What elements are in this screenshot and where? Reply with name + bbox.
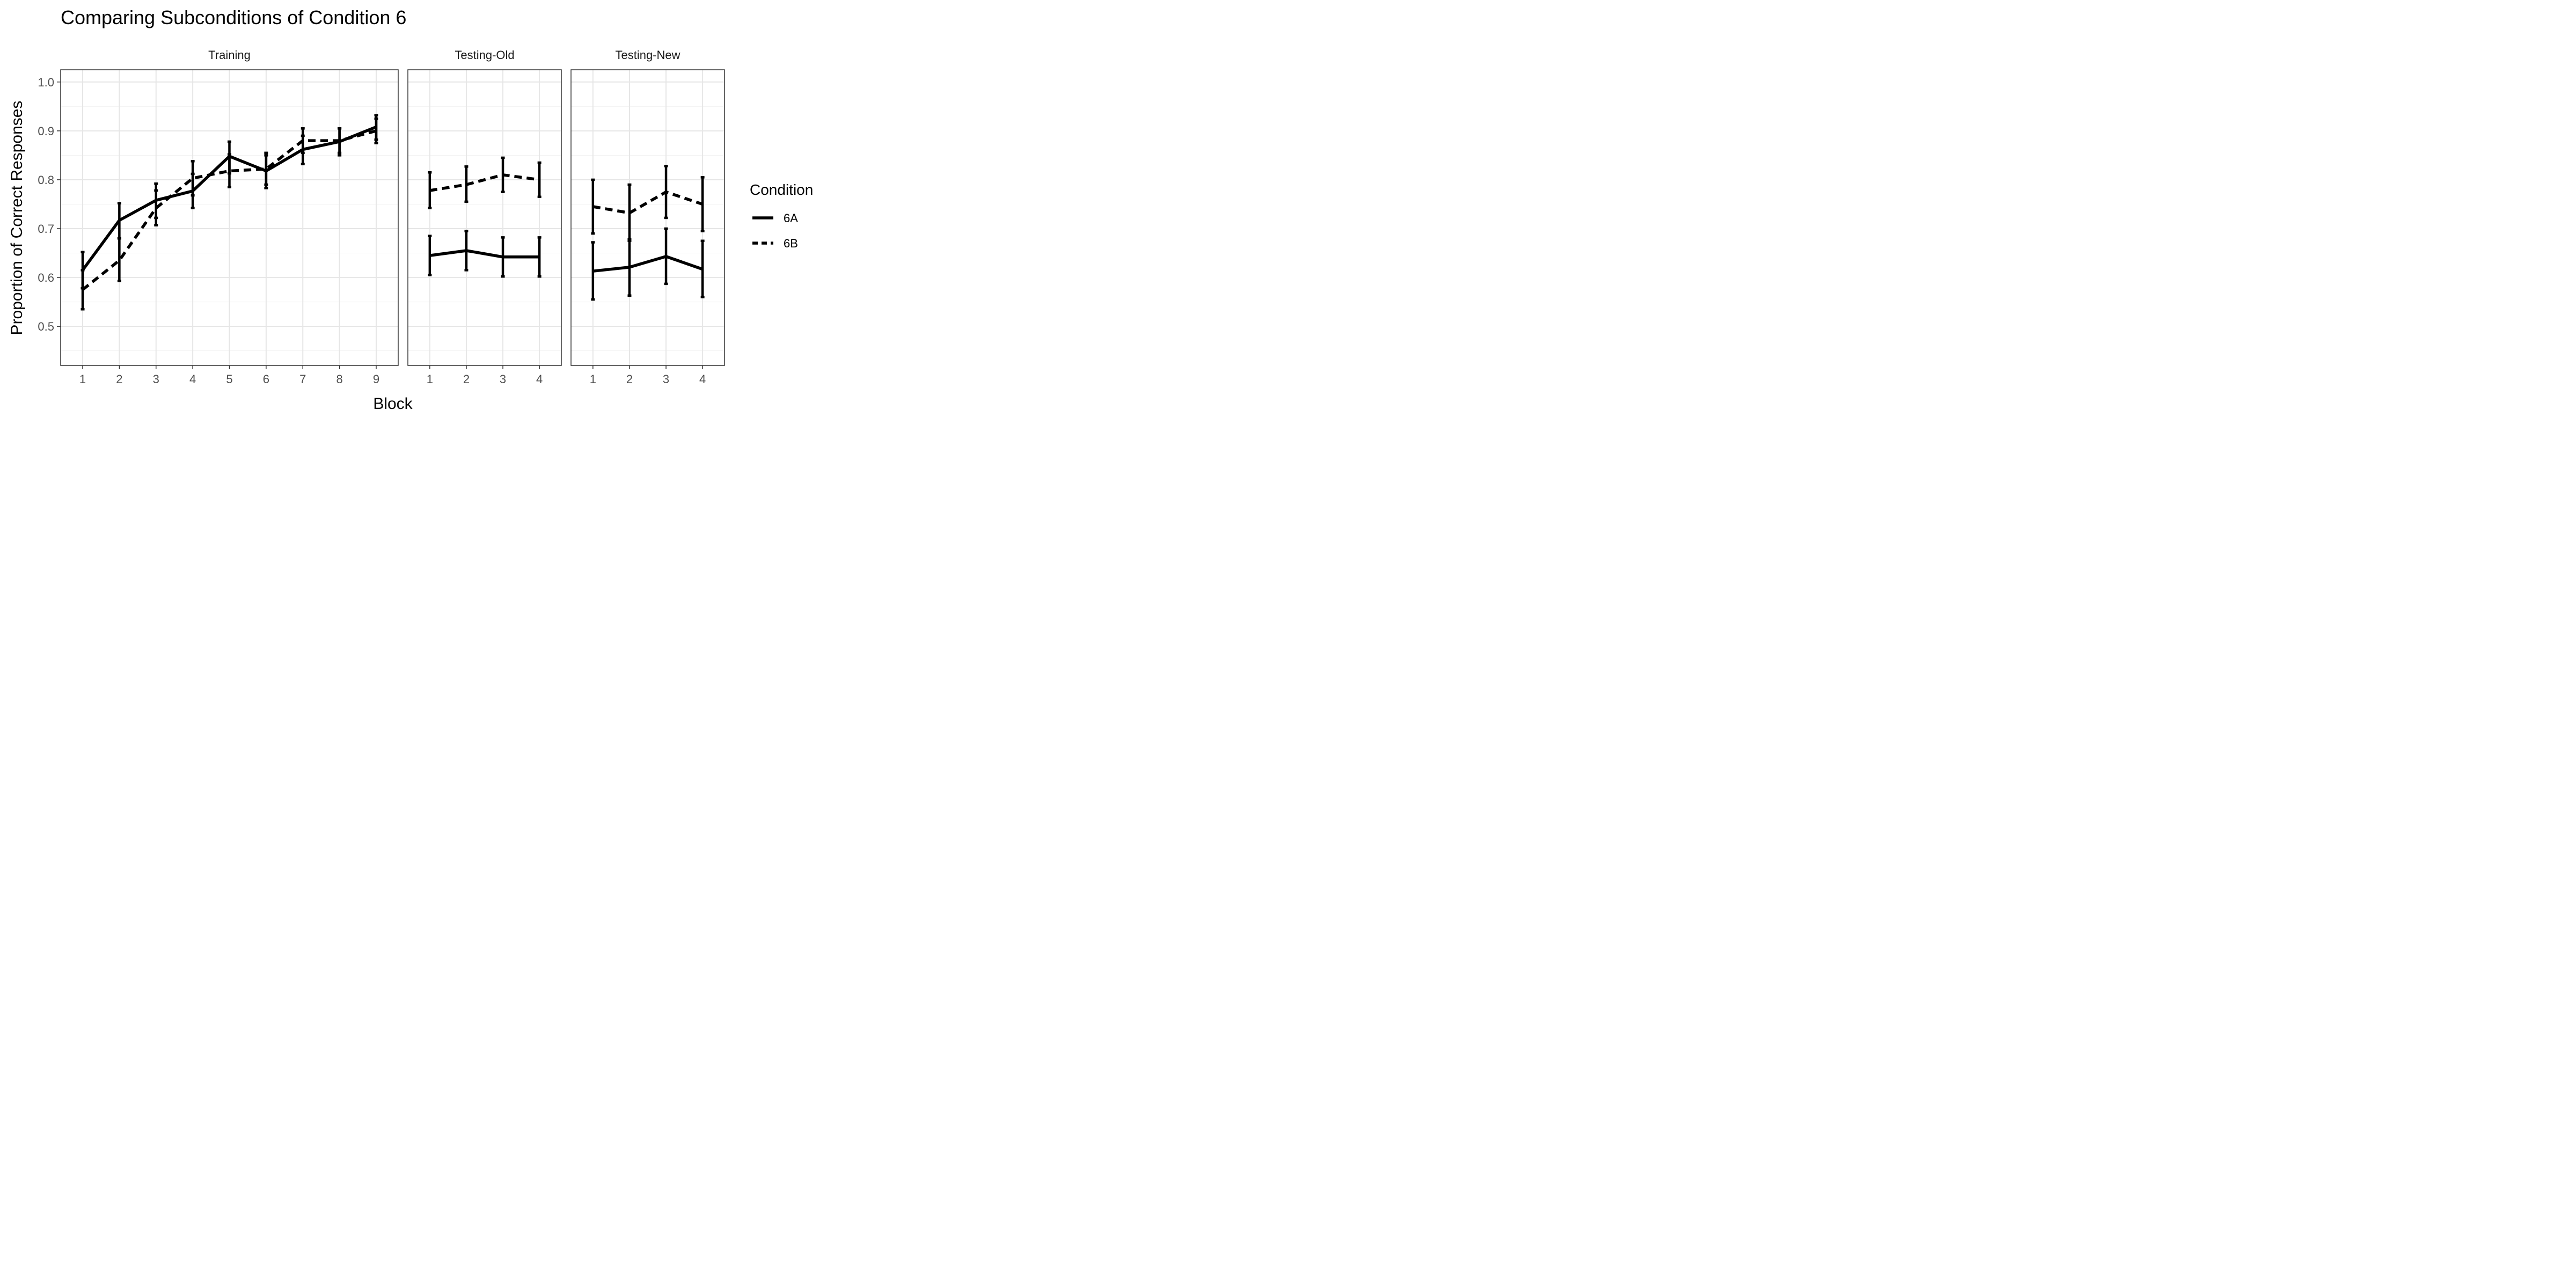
y-tick-label: 0.5 bbox=[38, 320, 54, 333]
y-tick-label: 0.8 bbox=[38, 173, 54, 187]
chart-svg: Comparing Subconditions of Condition 6 B… bbox=[8, 6, 813, 413]
y-tick-label: 0.6 bbox=[38, 271, 54, 284]
x-tick-label: 8 bbox=[336, 372, 342, 386]
x-tick-label: 3 bbox=[153, 372, 159, 386]
x-tick-label: 4 bbox=[189, 372, 196, 386]
facet-panel: Testing-Old 1 2 3 4 bbox=[407, 48, 562, 386]
series-6a bbox=[591, 227, 705, 301]
x-tick-label: 3 bbox=[500, 372, 506, 386]
x-tick-label: 2 bbox=[116, 372, 122, 386]
x-tick-label: 4 bbox=[699, 372, 706, 386]
series-6b bbox=[591, 165, 705, 243]
panel-border bbox=[407, 69, 562, 366]
x-tick-label: 2 bbox=[626, 372, 633, 386]
facet-panel: Training 1 2 3 4 5 6 7 8 9 0.5 0.6 0.7 0.8 0.9 1.0 bbox=[38, 48, 399, 386]
x-tick-label: 1 bbox=[590, 372, 596, 386]
chart-figure: Comparing Subconditions of Condition 6 B… bbox=[0, 0, 831, 415]
series-line bbox=[429, 249, 540, 259]
y-axis-label: Proportion of Correct Responses bbox=[8, 101, 26, 335]
x-tick-label: 2 bbox=[463, 372, 470, 386]
x-tick-label: 7 bbox=[299, 372, 306, 386]
y-tick-label: 1.0 bbox=[38, 76, 54, 89]
legend-title: Condition bbox=[750, 181, 813, 198]
panel-strip-label: Training bbox=[208, 48, 251, 62]
series-6a bbox=[428, 230, 541, 278]
panel-border bbox=[570, 69, 725, 366]
series-line bbox=[592, 190, 703, 215]
y-tick-label: 0.9 bbox=[38, 125, 54, 138]
x-axis-label: Block bbox=[373, 395, 413, 413]
series-line bbox=[592, 255, 704, 273]
x-tick-label: 5 bbox=[226, 372, 232, 386]
panel-strip-label: Testing-Old bbox=[455, 48, 514, 62]
x-tick-label: 1 bbox=[79, 372, 86, 386]
facet-panel: Testing-New 1 2 3 4 bbox=[570, 48, 725, 386]
x-tick-label: 6 bbox=[263, 372, 269, 386]
x-tick-label: 4 bbox=[536, 372, 543, 386]
legend: Condition 6A 6B bbox=[750, 181, 813, 250]
legend-label: 6A bbox=[784, 211, 798, 225]
y-tick-label: 0.7 bbox=[38, 222, 54, 236]
series-6b bbox=[80, 117, 378, 311]
chart-title: Comparing Subconditions of Condition 6 bbox=[61, 6, 406, 28]
facet-panels: Training 1 2 3 4 5 6 7 8 9 0.5 0.6 0.7 0.8 0.9 1.0 Testi… bbox=[38, 48, 725, 386]
series-line bbox=[429, 173, 540, 192]
series-line bbox=[82, 129, 377, 291]
x-tick-label: 1 bbox=[427, 372, 433, 386]
x-tick-label: 9 bbox=[373, 372, 379, 386]
panel-strip-label: Testing-New bbox=[615, 48, 680, 62]
legend-label: 6B bbox=[784, 237, 798, 250]
series-6b bbox=[428, 156, 541, 209]
x-tick-label: 3 bbox=[663, 372, 669, 386]
